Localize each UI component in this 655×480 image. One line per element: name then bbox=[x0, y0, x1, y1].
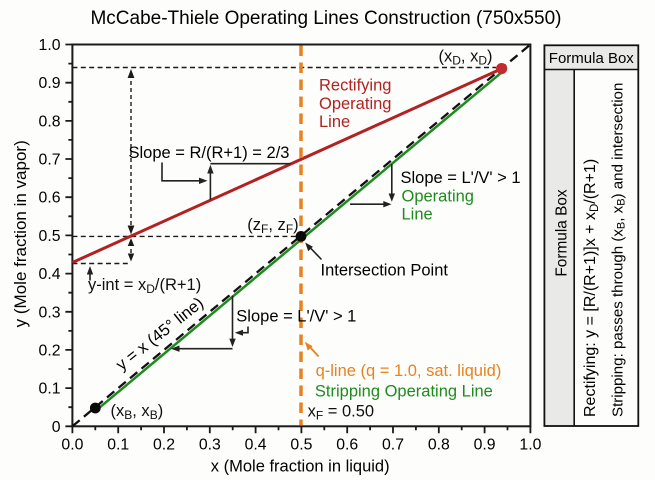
svg-text:0.6: 0.6 bbox=[39, 190, 61, 207]
svg-text:Slope = R/(R+1) = 2/3: Slope = R/(R+1) = 2/3 bbox=[129, 144, 290, 162]
svg-text:0.4: 0.4 bbox=[245, 437, 267, 454]
svg-text:0.5: 0.5 bbox=[290, 437, 312, 454]
svg-text:0.7: 0.7 bbox=[39, 152, 61, 169]
svg-text:0.4: 0.4 bbox=[39, 266, 61, 283]
svg-text:0.5: 0.5 bbox=[39, 228, 61, 245]
svg-text:0.1: 0.1 bbox=[107, 437, 129, 454]
svg-text:0.9: 0.9 bbox=[474, 437, 496, 454]
svg-text:y-int = xD/(R+1): y-int = xD/(R+1) bbox=[88, 276, 201, 296]
svg-text:Stripping Operating Line: Stripping Operating Line bbox=[315, 382, 493, 400]
svg-text:Stripping: passes through (xB,: Stripping: passes through (xB, xB) and i… bbox=[609, 83, 627, 417]
svg-text:xF = 0.50: xF = 0.50 bbox=[308, 402, 375, 422]
svg-text:0.6: 0.6 bbox=[336, 437, 358, 454]
svg-text:Formula Box: Formula Box bbox=[554, 189, 571, 277]
svg-text:q-line (q = 1.0, sat. liquid): q-line (q = 1.0, sat. liquid) bbox=[316, 362, 502, 380]
svg-text:0.9: 0.9 bbox=[39, 75, 61, 92]
svg-text:1.0: 1.0 bbox=[39, 37, 61, 54]
svg-text:(zF, zF): (zF, zF) bbox=[247, 216, 298, 236]
svg-text:0.1: 0.1 bbox=[39, 381, 61, 398]
svg-text:y (Mole fraction in vapor): y (Mole fraction in vapor) bbox=[11, 140, 30, 327]
svg-text:Rectifying: y = [R/(R+1)]x + x: Rectifying: y = [R/(R+1)]x + xD/(R+1) bbox=[582, 159, 601, 417]
svg-text:1.0: 1.0 bbox=[519, 437, 541, 454]
svg-text:Line: Line bbox=[319, 113, 350, 131]
svg-text:0.0: 0.0 bbox=[61, 437, 83, 454]
svg-text:0.3: 0.3 bbox=[39, 304, 61, 321]
svg-text:Intersection Point: Intersection Point bbox=[321, 262, 449, 280]
svg-text:0.3: 0.3 bbox=[199, 437, 221, 454]
svg-text:Slope = L'/V' > 1: Slope = L'/V' > 1 bbox=[401, 169, 521, 187]
svg-text:Operating: Operating bbox=[402, 188, 474, 206]
svg-text:0.7: 0.7 bbox=[382, 437, 404, 454]
svg-text:Operating: Operating bbox=[319, 95, 391, 113]
svg-text:(xD, xD): (xD, xD) bbox=[438, 48, 492, 68]
svg-text:McCabe-Thiele Operating Lines: McCabe-Thiele Operating Lines Constructi… bbox=[90, 8, 561, 29]
svg-text:(xB, xB): (xB, xB) bbox=[111, 402, 164, 422]
svg-text:0.8: 0.8 bbox=[39, 113, 61, 130]
svg-text:Rectifying: Rectifying bbox=[319, 77, 391, 95]
svg-text:Formula Box: Formula Box bbox=[549, 50, 635, 67]
svg-text:0.2: 0.2 bbox=[39, 342, 61, 359]
svg-text:0.2: 0.2 bbox=[153, 437, 175, 454]
svg-text:Line: Line bbox=[402, 206, 433, 224]
svg-text:0: 0 bbox=[52, 419, 61, 436]
svg-text:0.8: 0.8 bbox=[428, 437, 450, 454]
svg-text:Slope = L'/V' > 1: Slope = L'/V' > 1 bbox=[236, 308, 356, 326]
svg-text:x (Mole fraction in liquid): x (Mole fraction in liquid) bbox=[211, 458, 390, 476]
